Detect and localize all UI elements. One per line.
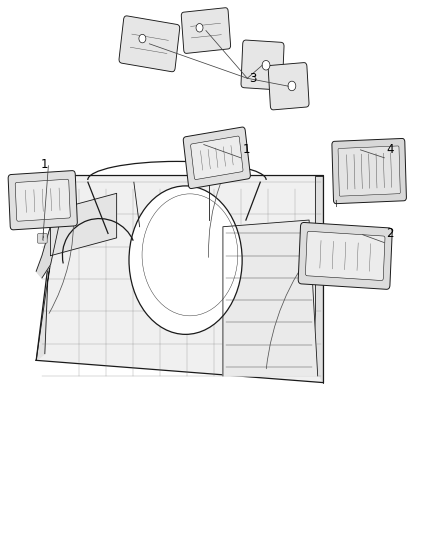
FancyBboxPatch shape	[181, 8, 231, 53]
Circle shape	[288, 81, 296, 91]
Circle shape	[262, 60, 270, 70]
Text: 1: 1	[41, 158, 48, 172]
Ellipse shape	[129, 186, 242, 334]
FancyBboxPatch shape	[38, 189, 47, 199]
FancyBboxPatch shape	[268, 62, 309, 110]
Circle shape	[139, 34, 146, 43]
Polygon shape	[315, 175, 323, 383]
FancyBboxPatch shape	[119, 16, 180, 72]
FancyBboxPatch shape	[38, 233, 47, 243]
FancyBboxPatch shape	[241, 40, 284, 90]
FancyBboxPatch shape	[15, 179, 70, 221]
FancyBboxPatch shape	[38, 212, 47, 221]
FancyBboxPatch shape	[332, 139, 406, 204]
FancyBboxPatch shape	[305, 231, 385, 280]
FancyBboxPatch shape	[8, 171, 78, 230]
FancyBboxPatch shape	[298, 222, 392, 289]
FancyBboxPatch shape	[338, 146, 400, 196]
FancyBboxPatch shape	[183, 127, 251, 189]
Polygon shape	[36, 175, 65, 278]
Polygon shape	[223, 220, 318, 376]
Polygon shape	[50, 193, 117, 256]
Text: 2: 2	[387, 228, 394, 240]
Text: 1: 1	[243, 142, 251, 156]
Text: 3: 3	[250, 72, 257, 85]
Text: 4: 4	[387, 142, 394, 156]
Polygon shape	[36, 175, 323, 383]
Circle shape	[196, 23, 203, 32]
FancyBboxPatch shape	[191, 136, 243, 180]
Polygon shape	[36, 175, 59, 360]
